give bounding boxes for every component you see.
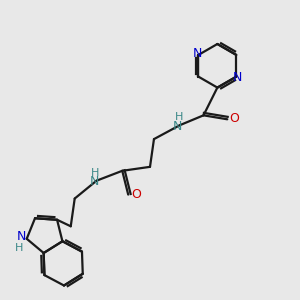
Text: N: N [232,71,242,84]
Text: H: H [175,112,183,122]
Text: H: H [91,168,100,178]
Text: N: N [90,175,99,188]
Text: H: H [15,243,23,253]
Text: N: N [173,120,182,133]
Text: O: O [131,188,141,201]
Text: O: O [229,112,239,125]
Text: N: N [17,230,26,243]
Text: N: N [193,47,202,60]
